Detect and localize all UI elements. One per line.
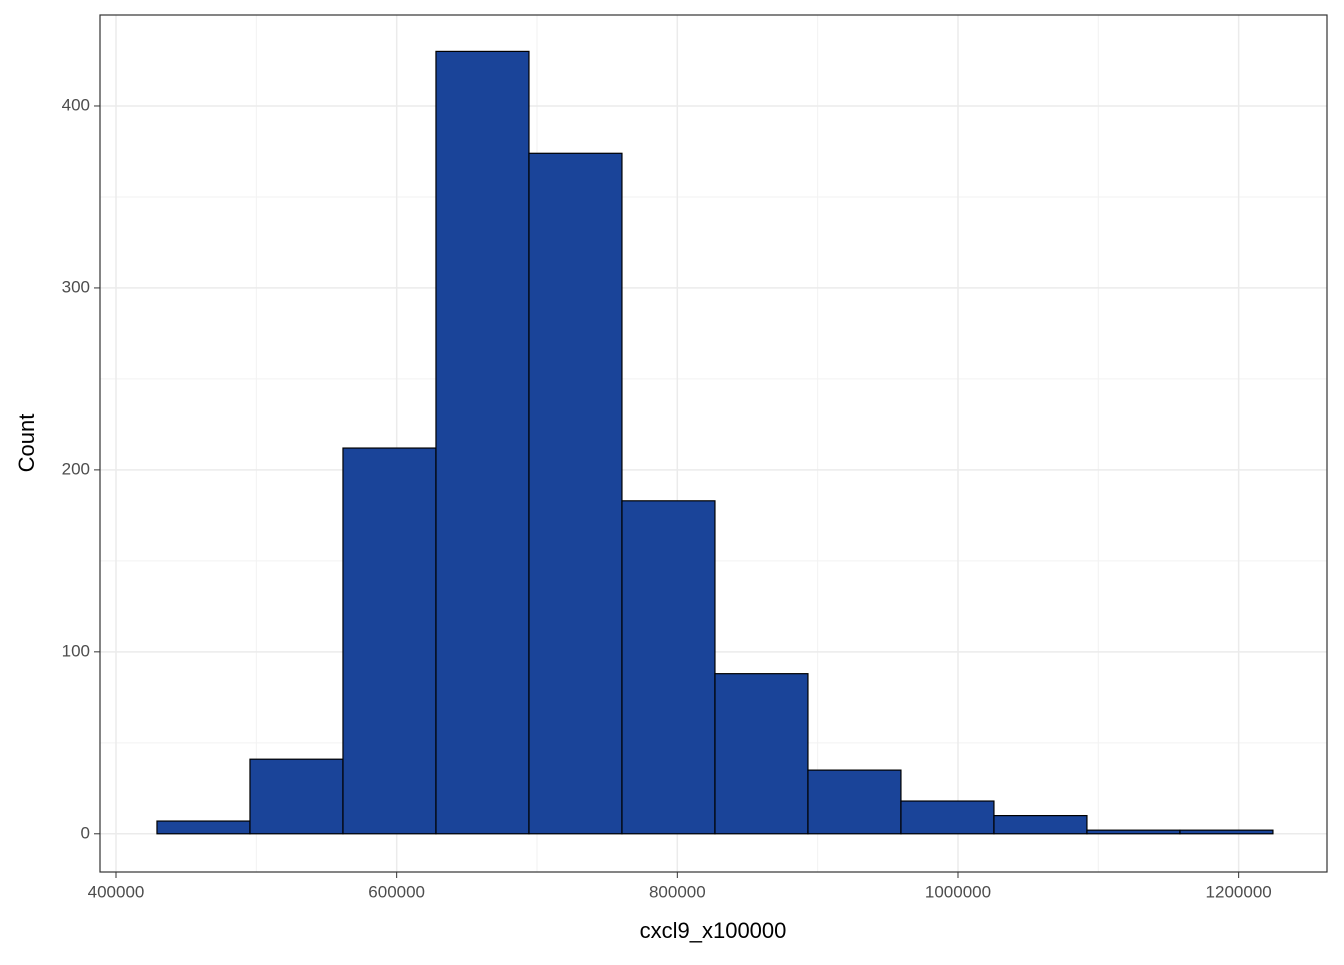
bar <box>342 447 437 835</box>
bar <box>435 50 530 835</box>
x-tick-label: 600000 <box>368 882 425 901</box>
x-axis-title: cxcl9_x100000 <box>640 918 787 943</box>
panel-border <box>99 14 1328 873</box>
y-tick-label: 0 <box>81 823 90 842</box>
x-tick-label: 400000 <box>88 882 145 901</box>
y-axis-title: Count <box>14 414 39 473</box>
bars <box>156 50 1274 835</box>
bar <box>993 814 1088 835</box>
y-tick-label: 200 <box>62 459 90 478</box>
bar <box>1179 829 1274 835</box>
bar <box>807 769 902 835</box>
bar <box>528 152 623 835</box>
x-tick-label: 1000000 <box>925 882 991 901</box>
bar <box>156 820 251 835</box>
bar <box>249 758 344 835</box>
x-tick-label: 800000 <box>649 882 706 901</box>
y-tick-label: 400 <box>62 95 90 114</box>
bar <box>621 500 716 835</box>
bar <box>900 800 995 835</box>
bar <box>1086 829 1181 835</box>
x-tick-label: 1200000 <box>1206 882 1272 901</box>
y-tick-label: 100 <box>62 641 90 660</box>
y-tick-label: 300 <box>62 277 90 296</box>
bar <box>714 673 809 835</box>
